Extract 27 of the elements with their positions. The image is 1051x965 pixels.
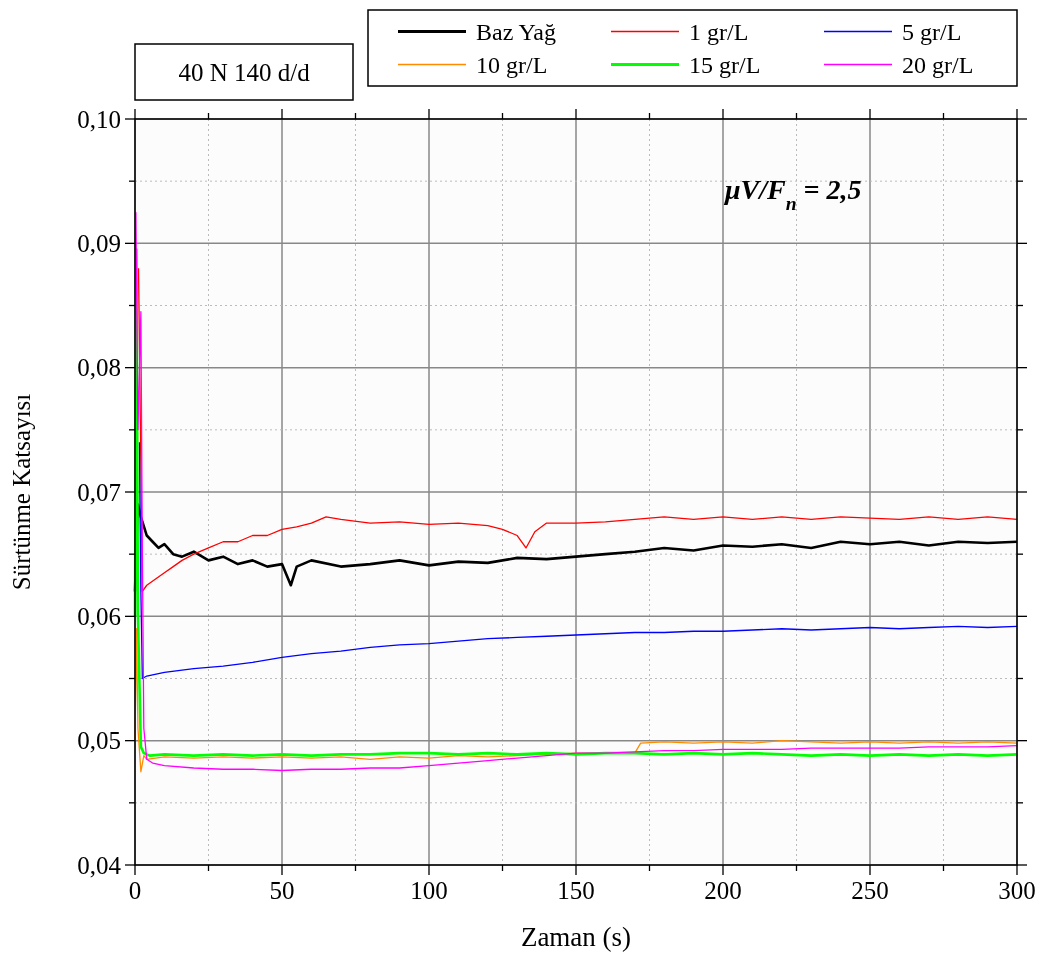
line-series: [137, 267, 1018, 593]
x-tick-label: 250: [851, 877, 889, 904]
line-series: [134, 628, 1018, 773]
x-tick-label: 300: [998, 877, 1036, 904]
y-tick-label: 0,10: [77, 105, 121, 133]
line-series: [138, 441, 1018, 680]
legend-label: 20 gr/L: [902, 51, 974, 78]
x-tick-label: 50: [269, 877, 295, 904]
y-tick-label: 0,08: [77, 354, 121, 382]
y-tick-label: 0,09: [77, 230, 121, 258]
x-axis-title: Zaman (s): [520, 922, 632, 952]
legend-label: Baz Yağ: [476, 18, 557, 45]
legend-label: 10 gr/L: [476, 51, 548, 78]
x-tick-label: 150: [557, 877, 595, 904]
annotation: μV/F$_{n}$ = 2,5: [723, 174, 862, 214]
y-tick-label: 0,06: [77, 603, 121, 631]
x-tick-label: 0: [128, 877, 142, 904]
legend-label: 15 gr/L: [689, 51, 761, 78]
text: 40 N 140 d/d: [178, 59, 311, 86]
y-tick-label: 0,05: [77, 727, 121, 755]
y-tick-label: 0,04: [77, 851, 122, 879]
x-tick-label: 200: [704, 877, 742, 904]
y-axis-title: Sürtünme Katsayısı: [8, 393, 35, 591]
legend-label: 5 gr/L: [902, 18, 962, 45]
y-tick-label: 0,07: [77, 478, 121, 506]
legend-label: 1 gr/L: [689, 18, 749, 45]
x-tick-label: 100: [410, 877, 448, 904]
